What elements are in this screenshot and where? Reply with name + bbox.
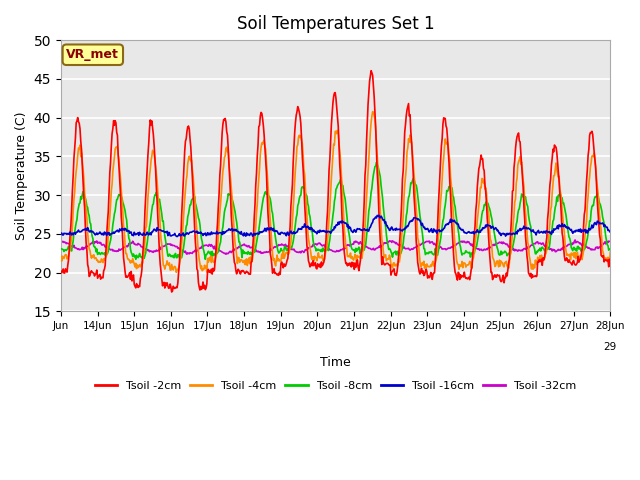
- Text: 29: 29: [604, 342, 617, 352]
- Title: Soil Temperatures Set 1: Soil Temperatures Set 1: [237, 15, 435, 33]
- Text: VR_met: VR_met: [67, 48, 119, 61]
- Legend: Tsoil -2cm, Tsoil -4cm, Tsoil -8cm, Tsoil -16cm, Tsoil -32cm: Tsoil -2cm, Tsoil -4cm, Tsoil -8cm, Tsoi…: [90, 376, 580, 396]
- Y-axis label: Soil Temperature (C): Soil Temperature (C): [15, 111, 28, 240]
- X-axis label: Time: Time: [320, 356, 351, 369]
